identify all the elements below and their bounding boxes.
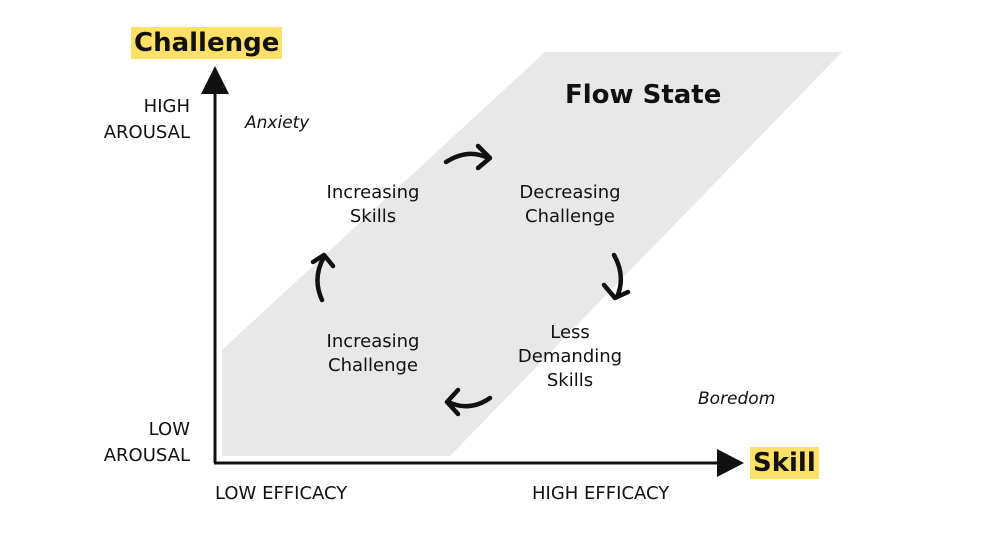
anxiety-label: Anxiety <box>245 113 310 133</box>
y-low-label: LOW AROUSAL <box>104 417 190 469</box>
cycle-step-less-demanding-skills: Less Demanding Skills <box>518 321 622 393</box>
cycle-arrow-top <box>443 143 493 171</box>
cycle-text: Decreasing <box>519 182 621 203</box>
cycle-step-increasing-skills: Increasing Skills <box>327 181 420 229</box>
cycle-text: Less <box>550 322 590 343</box>
y-axis-arrowhead <box>201 66 229 94</box>
y-low-line1: LOW <box>148 419 190 440</box>
y-axis-label: Challenge <box>131 27 283 59</box>
cycle-step-decreasing-challenge: Decreasing Challenge <box>519 181 620 229</box>
cycle-text: Increasing <box>326 331 420 352</box>
x-high-label: HIGH EFFICACY <box>532 483 670 504</box>
cycle-arrow-left <box>310 252 336 303</box>
cycle-text: Skills <box>546 370 594 391</box>
y-low-line2: AROUSAL <box>103 445 190 466</box>
cycle-text: Challenge <box>328 355 418 376</box>
x-axis-arrowhead <box>717 449 744 477</box>
cycle-arrow-bottom <box>444 387 493 417</box>
flow-state-title: Flow State <box>565 80 722 110</box>
cycle-text: Demanding <box>517 346 623 367</box>
cycle-text: Skills <box>349 206 397 227</box>
y-high-line2: AROUSAL <box>103 122 190 143</box>
cycle-text: Increasing <box>326 182 420 203</box>
y-high-label: HIGH AROUSAL <box>104 94 190 146</box>
cycle-step-increasing-challenge: Increasing Challenge <box>327 330 420 378</box>
cycle-arrow-right <box>601 252 631 301</box>
boredom-label: Boredom <box>698 389 776 409</box>
x-low-label: LOW EFFICACY <box>215 483 348 504</box>
x-axis-label: Skill <box>750 447 819 479</box>
y-high-line1: HIGH <box>143 96 190 117</box>
cycle-text: Challenge <box>525 206 615 227</box>
flow-band <box>222 52 842 456</box>
